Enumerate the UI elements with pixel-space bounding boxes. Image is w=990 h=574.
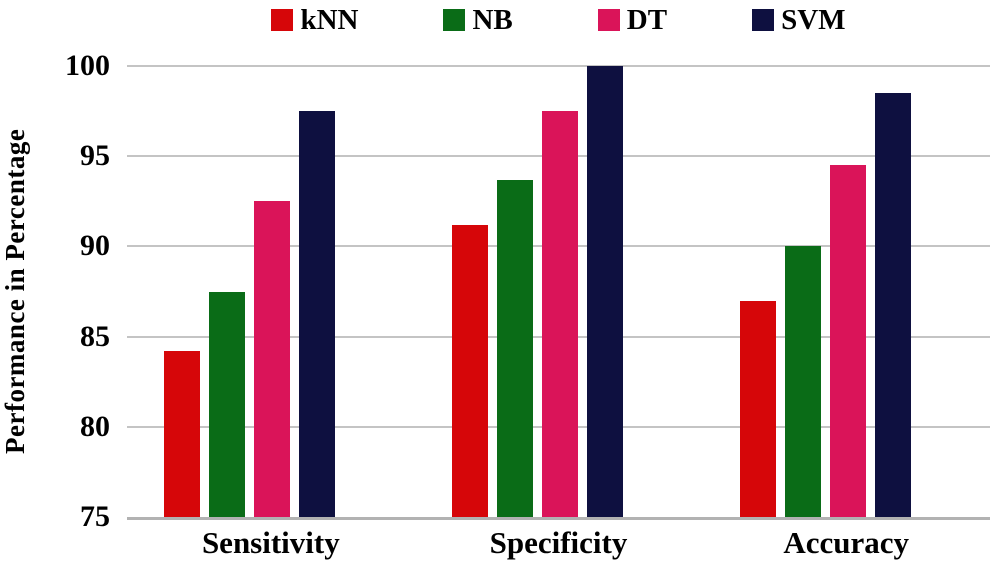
bar-kNN-Specificity xyxy=(452,224,488,517)
legend-item-NB: NB xyxy=(443,3,513,36)
y-tick-85: 85 xyxy=(80,319,110,353)
x-label-Sensitivity: Sensitivity xyxy=(201,525,340,560)
bar-SVM-Sensitivity xyxy=(299,111,336,517)
bar-NB-Specificity xyxy=(497,179,533,517)
bar-DT-Specificity xyxy=(542,111,578,517)
y-axis-ticks: 75 80 85 90 95 100 xyxy=(0,51,110,532)
bar-SVM-Accuracy xyxy=(874,93,911,517)
x-label-Specificity: Specificity xyxy=(489,525,628,560)
legend-label: SVM xyxy=(781,3,846,36)
chart-legend: kNN NB DT SVM xyxy=(127,0,990,40)
y-tick-100: 100 xyxy=(65,49,110,82)
legend-item-kNN: kNN xyxy=(271,3,359,36)
legend-item-SVM: SVM xyxy=(752,3,846,36)
bar-NB-Accuracy xyxy=(784,246,821,517)
bar-DT-Accuracy xyxy=(829,165,866,517)
bar-NB-Sensitivity xyxy=(209,291,246,517)
y-tick-75: 75 xyxy=(80,500,110,533)
legend-label: DT xyxy=(626,3,668,36)
legend-swatch-icon xyxy=(597,9,620,31)
bar-group-Sensitivity xyxy=(106,66,394,517)
plot-area xyxy=(127,65,990,520)
x-label-Accuracy: Accuracy xyxy=(783,525,910,560)
bar-DT-Sensitivity xyxy=(254,201,291,517)
gridline-100 xyxy=(127,65,990,67)
bar-kNN-Accuracy xyxy=(739,300,776,517)
legend-label: NB xyxy=(472,3,513,36)
legend-item-DT: DT xyxy=(597,3,668,36)
bar-group-Specificity xyxy=(394,66,682,517)
legend-swatch-icon xyxy=(443,9,466,31)
bar-kNN-Sensitivity xyxy=(164,351,201,517)
y-tick-95: 95 xyxy=(80,139,110,173)
legend-swatch-icon xyxy=(752,9,775,31)
y-tick-80: 80 xyxy=(80,409,110,443)
legend-swatch-icon xyxy=(271,9,294,31)
x-axis-labels: Sensitivity Specificity Accuracy xyxy=(127,524,990,561)
legend-label: kNN xyxy=(300,3,359,36)
y-tick-90: 90 xyxy=(80,229,110,263)
bar-groups xyxy=(127,66,990,517)
bar-group-Accuracy xyxy=(681,66,969,517)
bar-SVM-Specificity xyxy=(587,66,623,517)
